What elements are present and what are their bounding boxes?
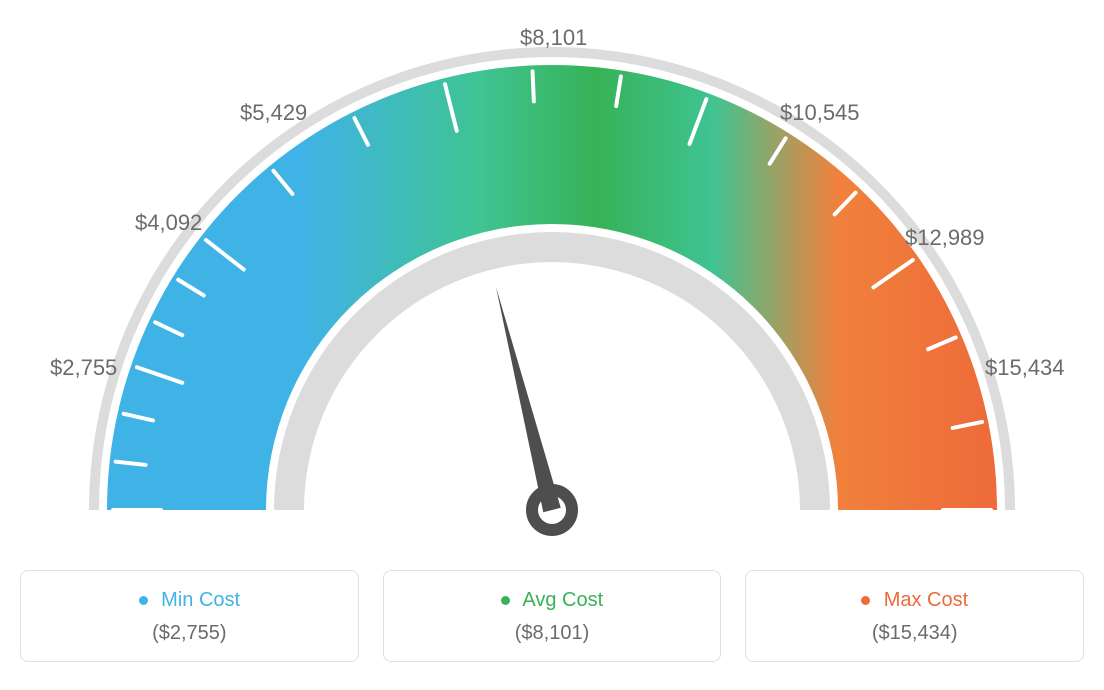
legend-title-min-text: Min Cost	[161, 589, 240, 611]
gauge-tick-label: $4,092	[135, 210, 202, 236]
gauge-tick-label: $8,101	[520, 25, 587, 51]
legend-title-avg: Avg Cost	[394, 589, 711, 612]
gauge-tick-label: $15,434	[985, 355, 1065, 381]
gauge-svg	[20, 20, 1084, 550]
legend-card-avg: Avg Cost ($8,101)	[383, 570, 722, 662]
legend-card-min: Min Cost ($2,755)	[20, 570, 359, 662]
gauge-chart: $2,755 $4,092 $5,429 $8,101 $10,545 $12,989 $1…	[20, 20, 1084, 550]
legend-dot-max	[861, 596, 870, 605]
legend-title-max-text: Max Cost	[884, 589, 968, 611]
legend-title-min: Min Cost	[31, 589, 348, 612]
legend-card-max: Max Cost ($15,434)	[745, 570, 1084, 662]
gauge-tick-label: $12,989	[905, 225, 985, 251]
gauge-tick-label: $2,755	[50, 355, 117, 381]
legend-value-max: ($15,434)	[756, 622, 1073, 645]
legend-value-avg: ($8,101)	[394, 622, 711, 645]
legend-title-avg-text: Avg Cost	[522, 589, 603, 611]
gauge-tick-label: $5,429	[240, 100, 307, 126]
legend-title-max: Max Cost	[756, 589, 1073, 612]
legend-value-min: ($2,755)	[31, 622, 348, 645]
gauge-tick-label: $10,545	[780, 100, 860, 126]
legend-dot-avg	[501, 596, 510, 605]
legend-dot-min	[139, 596, 148, 605]
legend-row: Min Cost ($2,755) Avg Cost ($8,101) Max …	[20, 570, 1084, 662]
